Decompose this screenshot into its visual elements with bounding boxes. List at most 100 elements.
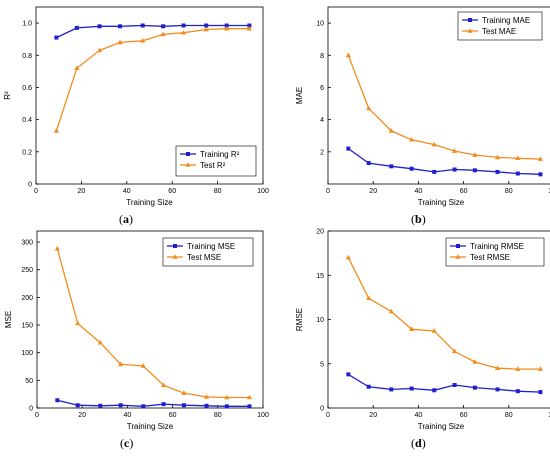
- series-test: [53, 25, 252, 133]
- data-point: [140, 37, 146, 43]
- y-tick-label: 6: [320, 85, 324, 92]
- data-point: [366, 161, 371, 166]
- plot-frame: [35, 6, 264, 185]
- plot-frame: [36, 230, 264, 409]
- panel-label-a: (a): [119, 212, 133, 226]
- data-point: [494, 365, 501, 370]
- data-point: [74, 25, 79, 30]
- data-point: [54, 245, 60, 251]
- series-test: [345, 52, 544, 161]
- data-point: [246, 25, 252, 31]
- x-tick-label: 40: [415, 412, 423, 419]
- data-point: [117, 24, 122, 29]
- data-point: [389, 164, 394, 169]
- data-point: [97, 339, 103, 345]
- data-point: [117, 39, 123, 45]
- x-tick-label: 80: [505, 412, 513, 419]
- data-point: [366, 295, 372, 301]
- data-point: [346, 146, 351, 151]
- data-point: [472, 152, 478, 157]
- x-tick-label: 80: [214, 188, 222, 195]
- data-point: [74, 65, 80, 70]
- x-tick-label: 0: [35, 412, 39, 419]
- data-point: [345, 52, 351, 58]
- data-point: [75, 403, 80, 408]
- series-training: [346, 146, 543, 177]
- y-tick-label: 0.2: [22, 149, 32, 156]
- data-point: [53, 128, 60, 133]
- series-line: [56, 24, 250, 39]
- data-point: [515, 155, 521, 161]
- data-point: [537, 156, 544, 161]
- data-point: [54, 35, 59, 40]
- y-tick-label: 150: [21, 323, 33, 330]
- data-point: [160, 382, 167, 388]
- y-tick-label: 0.8: [22, 53, 32, 60]
- series-line: [347, 257, 541, 370]
- data-point: [203, 394, 210, 399]
- legend: Training MSE Test MSE: [162, 237, 254, 267]
- legend-label: Test RMSE: [470, 253, 510, 262]
- x-axis-label: Training Size: [418, 422, 465, 431]
- legend-marker: [456, 244, 460, 248]
- x-axis-label: Training Size: [126, 198, 173, 207]
- data-point: [431, 328, 437, 333]
- series-test: [54, 245, 253, 400]
- x-tick-label: 40: [124, 412, 132, 419]
- data-point: [346, 372, 351, 377]
- data-point: [366, 384, 371, 389]
- data-point: [118, 361, 124, 367]
- data-point: [538, 172, 543, 177]
- y-tick-label: 0.6: [22, 85, 32, 92]
- y-axis-label: MAE: [295, 87, 304, 104]
- x-tick-label: 100: [548, 412, 550, 419]
- data-point: [452, 167, 457, 172]
- y-tick-label: 50: [25, 378, 33, 385]
- legend-marker: [455, 254, 461, 259]
- x-tick-label: 20: [78, 412, 86, 419]
- series-line: [347, 148, 541, 175]
- legend-box: [162, 237, 254, 267]
- data-point: [55, 398, 60, 403]
- data-point: [141, 404, 146, 409]
- legend-marker: [173, 244, 177, 248]
- y-tick-label: 1.0: [22, 21, 32, 28]
- plot-frame: [327, 6, 550, 185]
- legend-label: Training MAE: [482, 16, 530, 25]
- y-tick-label: 10: [316, 317, 324, 324]
- x-tick-label: 0: [326, 412, 330, 419]
- x-tick-label: 20: [369, 188, 377, 195]
- y-tick-label: 5: [320, 361, 324, 368]
- series-test: [345, 254, 544, 371]
- legend-box: [457, 11, 543, 41]
- legend-marker: [186, 152, 190, 156]
- legend-label: Training RMSE: [470, 242, 524, 251]
- y-tick-label: 10: [316, 21, 324, 28]
- y-tick-label: 2: [320, 149, 324, 156]
- x-tick-label: 60: [460, 188, 468, 195]
- data-point: [409, 326, 415, 332]
- data-point: [224, 394, 230, 400]
- data-point: [160, 31, 166, 37]
- data-point: [224, 23, 229, 28]
- series-training: [346, 372, 543, 395]
- y-axis-label: MSE: [4, 311, 13, 328]
- data-point: [75, 320, 81, 326]
- data-point: [366, 105, 372, 111]
- data-point: [204, 403, 209, 408]
- data-point: [118, 403, 123, 408]
- data-point: [181, 403, 186, 408]
- legend-label: Test R²: [200, 161, 226, 170]
- data-point: [203, 26, 209, 32]
- data-point: [388, 128, 394, 133]
- legend: Training RMSE Test RMSE: [445, 237, 545, 267]
- data-point: [161, 402, 166, 407]
- panel-label-c: (c): [120, 436, 134, 450]
- y-tick-label: 0: [28, 182, 32, 189]
- y-tick-label: 0.4: [22, 117, 32, 124]
- legend-marker: [185, 162, 191, 167]
- data-point: [224, 404, 229, 409]
- y-tick-label: 15: [316, 273, 324, 280]
